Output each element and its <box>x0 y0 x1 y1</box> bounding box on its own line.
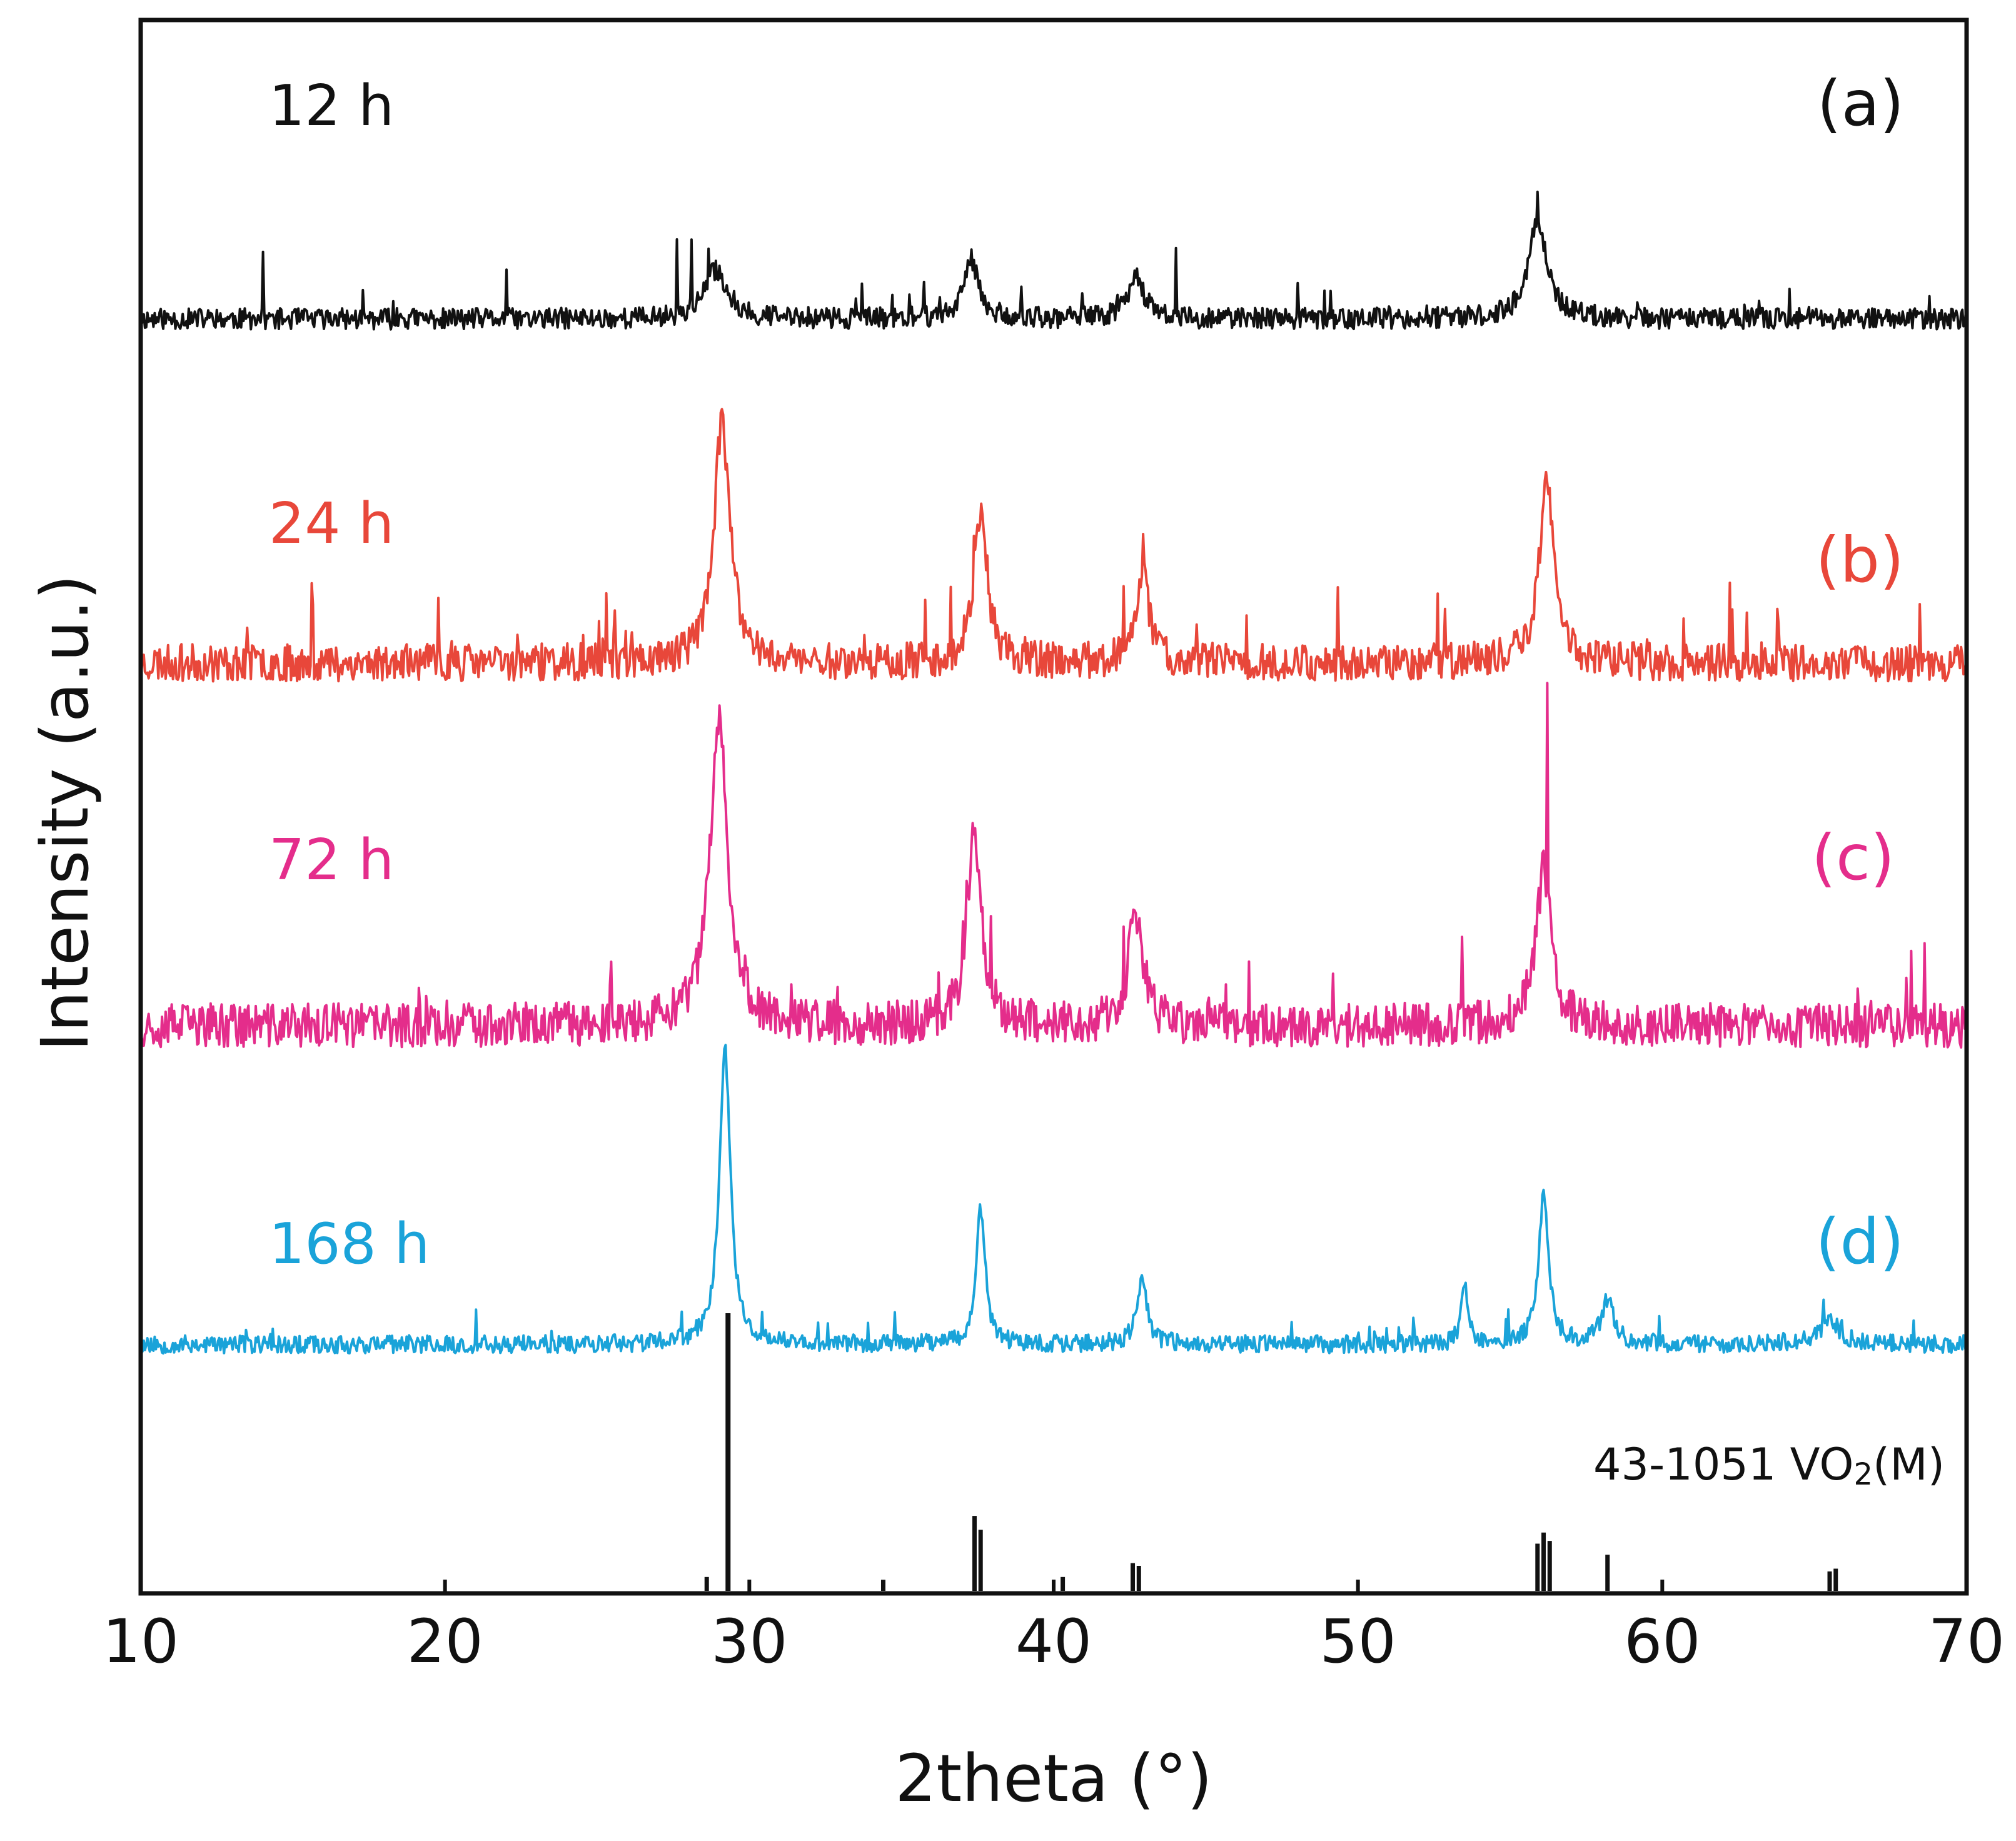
traces-group <box>140 190 1967 1355</box>
x-tick-label-30: 30 <box>711 1606 787 1677</box>
panel-label-d: (d) <box>1815 1205 1904 1278</box>
x-axis-title: 2theta (°) <box>895 1740 1212 1817</box>
x-axis-ticks: 10 20 30 40 50 60 70 <box>103 1580 2005 1677</box>
series-line-72h <box>140 682 1967 1049</box>
x-tick-label-70: 70 <box>1928 1606 2005 1677</box>
x-tick-label-40: 40 <box>1016 1606 1092 1677</box>
panel-label-b: (b) <box>1815 523 1904 597</box>
reference-label: 43-1051 VO2(M) <box>1593 1439 1945 1492</box>
series-line-168h <box>140 1044 1967 1355</box>
series-label-72h: 72 h <box>269 827 394 893</box>
panel-label-a: (a) <box>1817 67 1904 140</box>
x-tick-label-50: 50 <box>1320 1606 1396 1677</box>
series-label-168h: 168 h <box>269 1211 430 1277</box>
panel-label-c: (c) <box>1812 821 1895 894</box>
series-line-12h <box>140 190 1967 331</box>
x-tick-label-60: 60 <box>1624 1606 1700 1677</box>
reference-label-suffix: (M) <box>1873 1439 1945 1490</box>
x-tick-label-10: 10 <box>103 1606 179 1677</box>
series-label-12h: 12 h <box>269 73 394 139</box>
series-label-24h: 24 h <box>269 491 394 557</box>
reference-label-sub: 2 <box>1853 1457 1873 1492</box>
x-tick-label-20: 20 <box>407 1606 483 1677</box>
series-line-24h <box>140 408 1967 683</box>
reference-lines-group <box>704 1313 1838 1591</box>
reference-label-prefix: 43-1051 VO <box>1593 1439 1853 1490</box>
y-axis-title: Intensity (a.u.) <box>27 575 103 1052</box>
